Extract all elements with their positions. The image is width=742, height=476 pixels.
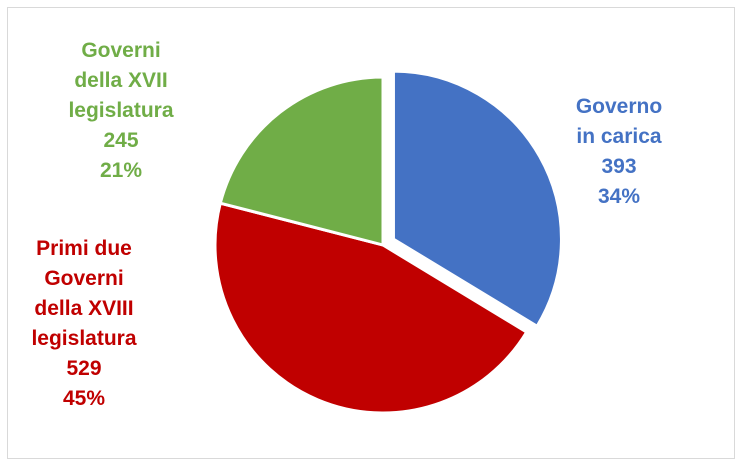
label-percent: 34% bbox=[597, 185, 641, 208]
label-line: legislatura bbox=[68, 99, 174, 122]
label-governo-in-carica: Governo in carica 393 34% bbox=[549, 92, 689, 212]
label-line: Primi due bbox=[36, 237, 132, 260]
pie-slice-governo-in-carica bbox=[391, 69, 563, 328]
label-primi-due-governi: Primi due Governi della XVIII legislatur… bbox=[4, 234, 164, 414]
label-value: 245 bbox=[103, 129, 139, 152]
label-line: della XVIII bbox=[34, 297, 134, 320]
label-line: legislatura bbox=[31, 327, 137, 350]
label-line: della XVII bbox=[74, 69, 168, 92]
label-line: Governi bbox=[44, 267, 124, 290]
label-percent: 21% bbox=[99, 159, 143, 182]
pie-slice-primi-due-governi bbox=[213, 201, 529, 415]
label-line: Governo bbox=[575, 95, 663, 118]
label-value: 393 bbox=[601, 155, 637, 178]
label-percent: 45% bbox=[62, 387, 106, 410]
label-governi-xvii: Governi della XVII legislatura 245 21% bbox=[46, 36, 196, 186]
pie-slice-governi-xvii bbox=[218, 75, 385, 247]
label-value: 529 bbox=[66, 357, 102, 380]
label-line: in carica bbox=[576, 125, 662, 148]
pie-chart bbox=[213, 69, 563, 415]
chart-area: Governo in carica 393 34% Primi due Gove… bbox=[7, 7, 735, 459]
label-line: Governi bbox=[81, 39, 161, 62]
